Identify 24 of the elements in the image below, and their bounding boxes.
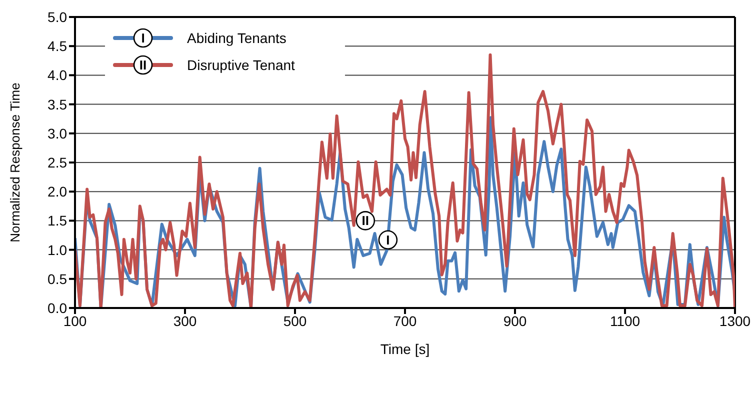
y-tick-label: 5.0: [48, 8, 68, 25]
y-tick-label: 4.5: [48, 38, 68, 54]
x-tick-label: 700: [393, 312, 417, 329]
y-tick-label: 3.5: [48, 96, 68, 112]
y-tick-label: 1.0: [48, 242, 68, 258]
text: I: [141, 30, 145, 45]
y-axis-title: Normalized Response Time: [8, 82, 23, 242]
y-tick-label: 3.0: [48, 125, 68, 142]
text: II: [139, 57, 147, 72]
x-tick-label: 900: [503, 312, 527, 329]
x-tick-label: 500: [283, 312, 307, 329]
x-tick-label: 1100: [610, 312, 640, 329]
y-tick-label: 4.0: [48, 67, 68, 84]
annotation: II: [362, 213, 370, 228]
annotation: I: [386, 232, 390, 248]
y-tick-label: 2.5: [48, 154, 68, 170]
x-axis-title: Time [s]: [380, 341, 430, 357]
y-tick-label: 2.0: [48, 184, 68, 200]
x-tick-label: 300: [173, 312, 197, 329]
y-tick-label: 1.5: [48, 212, 68, 229]
legend-label: Disruptive Tenant: [187, 56, 295, 72]
y-tick-label: 0.5: [48, 270, 68, 287]
legend-label: Abiding Tenants: [187, 30, 286, 46]
x-tick-label: 1300: [719, 312, 751, 329]
